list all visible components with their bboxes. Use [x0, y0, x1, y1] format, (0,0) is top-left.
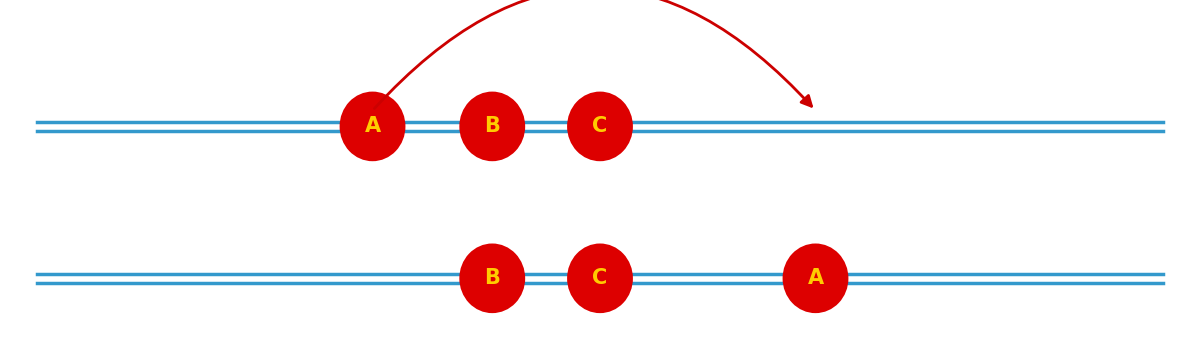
Text: C: C [593, 116, 607, 137]
Ellipse shape [782, 244, 848, 313]
Text: C: C [593, 268, 607, 288]
Text: A: A [365, 116, 380, 137]
Ellipse shape [460, 92, 526, 161]
Ellipse shape [340, 92, 406, 161]
Text: B: B [485, 268, 500, 288]
Text: B: B [485, 116, 500, 137]
Ellipse shape [460, 244, 526, 313]
Text: A: A [808, 268, 823, 288]
Ellipse shape [568, 244, 632, 313]
Ellipse shape [568, 92, 632, 161]
